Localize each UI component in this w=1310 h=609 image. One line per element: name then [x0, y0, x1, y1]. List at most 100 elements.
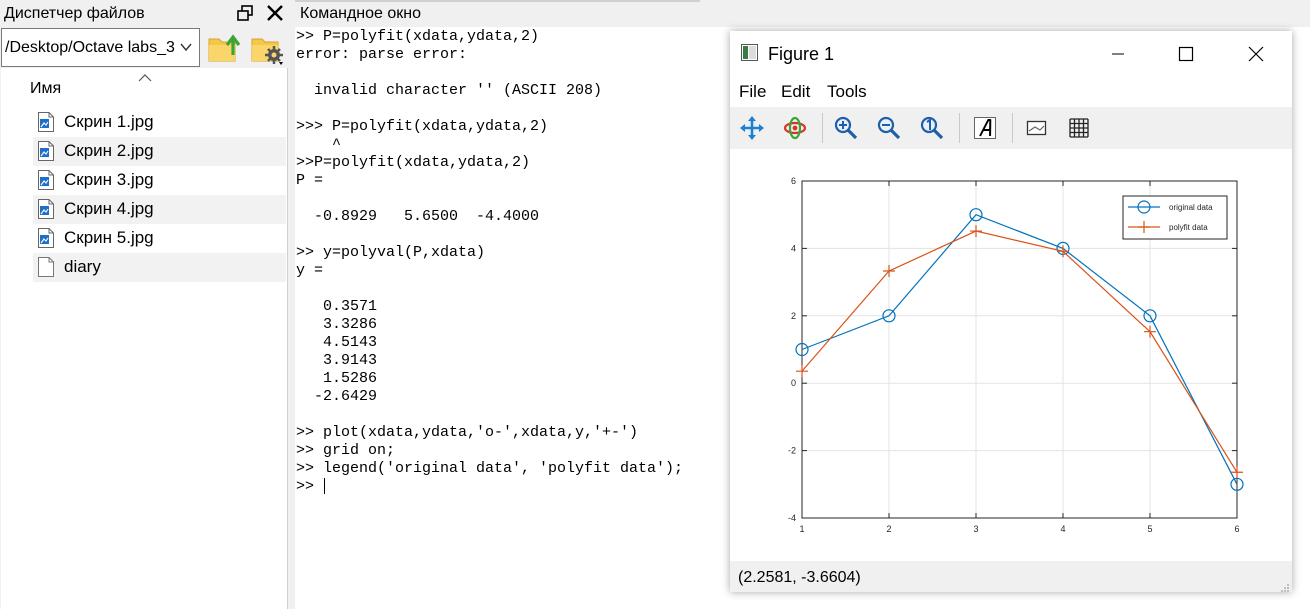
figure-toolbar — [730, 107, 1292, 149]
legend-marker-circle — [1137, 200, 1151, 214]
undock-icon[interactable] — [236, 4, 254, 22]
file-name: Скрин 1.jpg — [64, 112, 154, 131]
console-line: invalid character '' (ASCII 208) — [296, 82, 603, 99]
y-tick-label: 0 — [791, 378, 796, 388]
path-text: /Desktop/Octave labs_3 — [5, 39, 175, 56]
data-point-circle — [882, 309, 896, 323]
console-line: >>P=polyfit(xdata,ydata,2) — [296, 154, 531, 171]
x-tick-label: 3 — [973, 524, 978, 534]
console-line: >> P=polyfit(xdata,ydata,2) — [296, 28, 540, 45]
data-point-plus — [1057, 245, 1069, 258]
image-file-icon — [37, 111, 55, 133]
plot-area[interactable]: 1 2 3 4 5 6 -4 -2 0 2 4 6 original data polyfit data — [730, 149, 1292, 561]
file-list-item[interactable]: Скрин 1.jpg — [33, 108, 286, 137]
legend-marker-plus — [1138, 221, 1150, 233]
console-line: >> y=polyval(P,xdata) — [296, 244, 486, 261]
console-line: 4.5143 — [296, 334, 378, 351]
image-file-icon — [37, 169, 55, 191]
minimize-icon[interactable] — [1095, 39, 1141, 69]
series-line — [801, 213, 1238, 485]
maximize-icon[interactable] — [1163, 39, 1209, 69]
console-line: 0.3571 — [296, 298, 378, 315]
console-line: >>> P=polyfit(xdata,ydata,2) — [296, 118, 549, 135]
file-list-item[interactable]: Скрин 2.jpg — [33, 137, 286, 166]
data-point-circle — [795, 342, 809, 357]
panel-splitter[interactable] — [289, 0, 295, 609]
x-tick-label: 4 — [1060, 524, 1065, 534]
folder-settings-icon[interactable] — [250, 31, 286, 65]
close-icon[interactable] — [1233, 39, 1279, 69]
y-tick-label: -4 — [788, 513, 796, 523]
console-line: 1.5286 — [296, 370, 378, 387]
y-tick-label: 2 — [791, 311, 796, 321]
image-file-icon — [37, 198, 55, 220]
figure-menubar: File Edit Tools — [730, 77, 1292, 107]
x-tick-label: 1 — [799, 524, 804, 534]
file-list-item[interactable]: diary — [33, 253, 286, 282]
data-point-plus — [1144, 325, 1156, 338]
grid-toggle-icon[interactable] — [1066, 115, 1092, 141]
console-line: y = — [296, 262, 324, 279]
file-list-item[interactable]: Скрин 4.jpg — [33, 195, 286, 224]
console-line: ^ — [296, 136, 342, 153]
zoom-out-icon[interactable] — [876, 115, 902, 141]
name-column-header[interactable]: Имя — [30, 80, 62, 97]
image-file-icon — [37, 140, 55, 162]
image-file-icon — [37, 227, 55, 249]
legend-label: polyfit data — [1169, 223, 1208, 232]
console-line: >> — [296, 478, 324, 495]
console-line: error: parse error: — [296, 46, 468, 63]
command-window-titlebar: Командное окно — [295, 0, 1310, 27]
x-tick-label: 5 — [1147, 524, 1152, 534]
chevron-down-icon — [179, 40, 193, 54]
zoom-reset-icon[interactable] — [919, 115, 945, 141]
folder-up-icon[interactable] — [207, 31, 243, 65]
console-line: 3.3286 — [296, 316, 378, 333]
menu-file[interactable]: File — [739, 82, 767, 101]
resize-grip-icon[interactable] — [1280, 580, 1290, 592]
legend-label: original data — [1169, 203, 1213, 212]
file-list-item[interactable]: Скрин 5.jpg — [33, 224, 286, 253]
console-line: P = — [296, 172, 324, 189]
file-manager-panel: Диспетчер файлов /Desktop/Octave labs_3 — [0, 0, 289, 609]
data-point-circle — [1230, 477, 1244, 491]
data-point-plus — [970, 225, 982, 238]
file-manager-title: Диспетчер файлов — [4, 5, 145, 22]
file-manager-titlebar: Диспетчер файлов — [0, 0, 289, 27]
close-icon[interactable] — [265, 3, 285, 23]
file-list-item[interactable]: Скрин 3.jpg — [33, 166, 286, 195]
axes-toggle-icon[interactable] — [1024, 115, 1050, 141]
y-tick-label: -2 — [788, 446, 796, 456]
path-dropdown[interactable]: /Desktop/Octave labs_3 — [1, 28, 200, 67]
rotate-icon[interactable] — [782, 115, 808, 141]
figure-title: Figure 1 — [768, 44, 835, 64]
menu-tools[interactable]: Tools — [827, 82, 867, 101]
menu-edit[interactable]: Edit — [781, 82, 811, 101]
x-tick-label: 6 — [1234, 524, 1239, 534]
console-line: >> plot(xdata,ydata,'o-',xdata,y,'+-') — [296, 424, 639, 441]
data-point-circle — [969, 208, 983, 222]
pan-icon[interactable] — [739, 115, 765, 141]
file-name: Скрин 2.jpg — [64, 141, 154, 160]
text-cursor — [324, 478, 325, 494]
file-name: Скрин 4.jpg — [64, 199, 154, 218]
series-line — [801, 230, 1238, 473]
console-line: -2.6429 — [296, 388, 378, 405]
sort-ascending-icon[interactable] — [138, 69, 152, 82]
data-point-plus — [1231, 466, 1243, 479]
x-tick-label: 2 — [886, 524, 891, 534]
file-name: Скрин 5.jpg — [64, 228, 154, 247]
file-name: Скрин 3.jpg — [64, 170, 154, 189]
legend-box — [1122, 195, 1228, 240]
text-insert-icon[interactable] — [972, 115, 998, 141]
figure-window: Figure 1 File Edit Tools — [730, 31, 1292, 592]
figure-titlebar: Figure 1 — [730, 31, 1292, 77]
data-point-circle — [1143, 309, 1157, 323]
line-chart: 1 2 3 4 5 6 -4 -2 0 2 4 6 original data polyfit data — [788, 176, 1244, 534]
figure-app-icon — [741, 44, 758, 61]
console-line: 3.9143 — [296, 352, 378, 369]
blank-file-icon — [37, 256, 55, 278]
zoom-in-icon[interactable] — [833, 115, 859, 141]
file-name: diary — [64, 257, 101, 276]
data-point-plus — [883, 265, 895, 278]
